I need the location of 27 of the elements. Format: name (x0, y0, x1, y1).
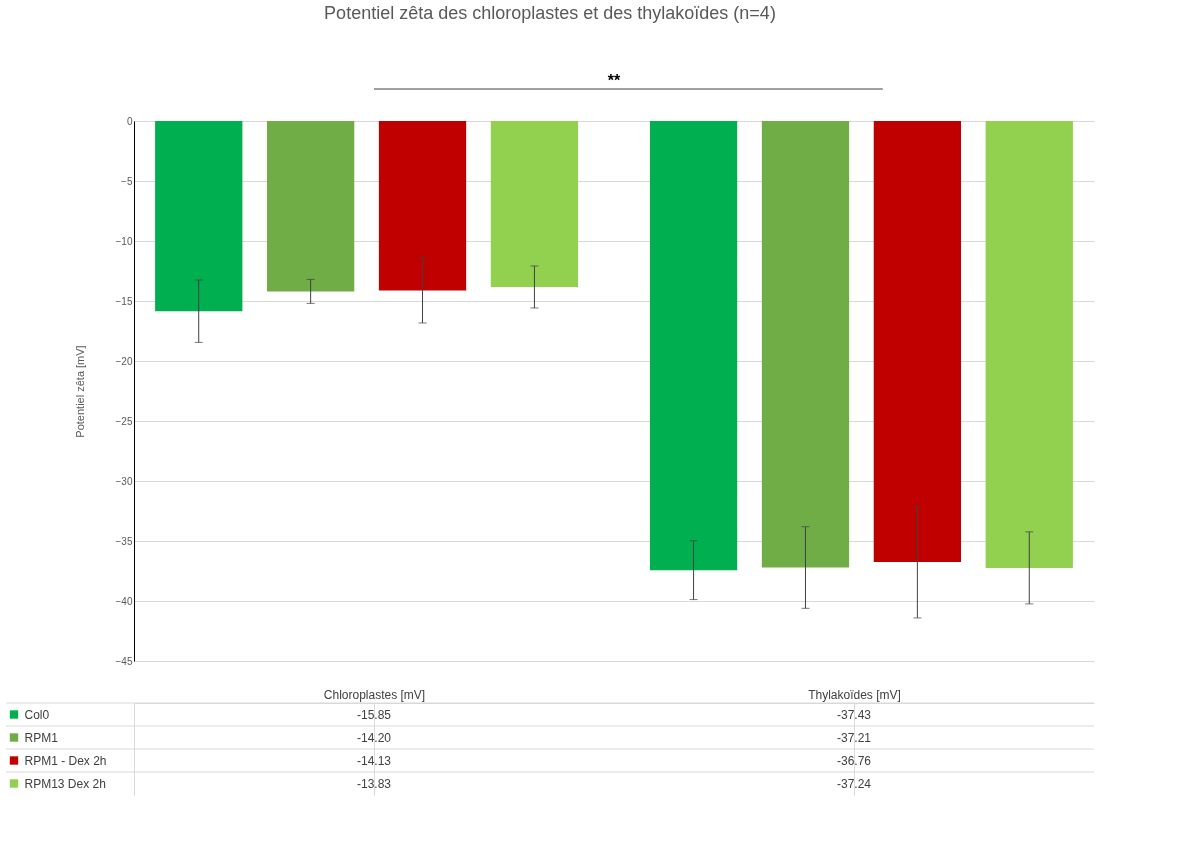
y-tick-label: −15 (115, 295, 133, 307)
y-tick-label: −25 (115, 415, 133, 427)
legend-label: RPM1 - Dex 2h (24, 753, 107, 768)
y-tick-label: −35 (115, 535, 133, 547)
data-label: -13.83 (356, 776, 392, 791)
y-tick-label: −30 (115, 475, 133, 487)
legend-label: RPM1 (24, 730, 59, 745)
data-label: -36.76 (836, 753, 872, 768)
data-label: -37.21 (836, 730, 872, 745)
y-tick-label: −10 (115, 235, 133, 247)
y-tick-label: −20 (115, 355, 133, 367)
data-label: -37.43 (836, 707, 872, 722)
y-tick-label: −40 (115, 595, 133, 607)
chart-title: Potentiel zêta des chloroplastes et des thylakoïdes (n=4) (324, 3, 776, 23)
legend-label: RPM13 Dex 2h (24, 776, 106, 791)
y-axis-title: Potentiel zêta [mV] (73, 345, 86, 438)
data-label: -14.13 (356, 753, 392, 768)
x-tick-label: Chloroplastes [mV] (323, 687, 426, 702)
data-label: -37.24 (836, 776, 872, 791)
y-tick-label: −5 (121, 175, 133, 187)
legend-label: Col0 (24, 707, 50, 722)
data-label: -14.20 (356, 730, 392, 745)
x-tick-label: Thylakoïdes [mV] (808, 687, 901, 702)
data-label: -15.85 (356, 707, 392, 722)
y-tick-label: −45 (115, 655, 133, 667)
y-tick-label: 0 (126, 115, 133, 127)
text: ** (607, 72, 621, 89)
